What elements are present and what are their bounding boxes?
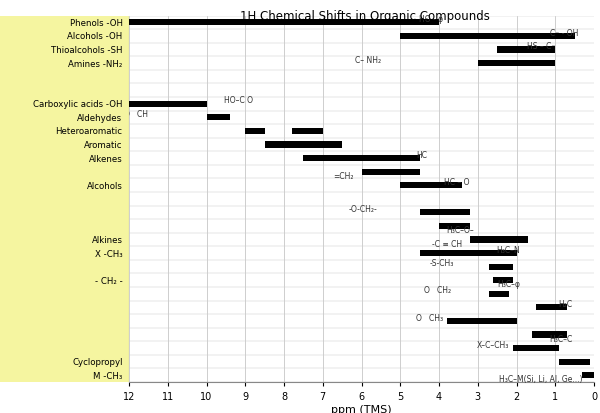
Text: HO–C O: HO–C O bbox=[224, 96, 253, 105]
Text: HC: HC bbox=[416, 150, 427, 159]
Text: Amines -NH₂: Amines -NH₂ bbox=[68, 59, 122, 69]
Text: - CH₂ -: - CH₂ - bbox=[95, 276, 122, 285]
Text: Alkenes: Alkenes bbox=[89, 154, 122, 163]
Text: -S-CH₃: -S-CH₃ bbox=[430, 259, 455, 268]
Text: Alcohols -OH: Alcohols -OH bbox=[67, 32, 122, 41]
Text: HS – C⁻: HS – C⁻ bbox=[527, 42, 555, 51]
Text: HC – O: HC – O bbox=[445, 178, 470, 186]
Text: O   CH₂: O CH₂ bbox=[424, 286, 451, 295]
Text: H₃C–φ: H₃C–φ bbox=[497, 280, 520, 289]
Text: O   CH: O CH bbox=[124, 110, 148, 119]
Text: Aromatic: Aromatic bbox=[84, 141, 122, 150]
Text: X -CH₃: X -CH₃ bbox=[95, 249, 122, 258]
Text: HO - φ: HO - φ bbox=[419, 15, 443, 24]
Text: Carboxylic acids -OH: Carboxylic acids -OH bbox=[33, 100, 122, 109]
Text: -C ≡ CH: -C ≡ CH bbox=[432, 239, 462, 248]
Text: M -CH₃: M -CH₃ bbox=[93, 371, 122, 380]
Text: Phenols -OH: Phenols -OH bbox=[70, 19, 122, 28]
X-axis label: ppm (TMS): ppm (TMS) bbox=[331, 404, 392, 413]
Text: Heteroaromatic: Heteroaromatic bbox=[56, 127, 122, 136]
Text: X–C–CH₃: X–C–CH₃ bbox=[476, 340, 509, 349]
Text: H₃C–C: H₃C–C bbox=[550, 334, 572, 343]
Text: C⁻ - OH: C⁻ - OH bbox=[550, 28, 578, 38]
Text: H₃C–N: H₃C–N bbox=[497, 245, 520, 254]
Text: Cyclopropyl: Cyclopropyl bbox=[72, 357, 122, 366]
Text: -O-CH₂-: -O-CH₂- bbox=[348, 204, 377, 214]
Text: H₃C–O–: H₃C–O– bbox=[446, 225, 474, 235]
Text: 1H Chemical Shifts in Organic Compounds: 1H Chemical Shifts in Organic Compounds bbox=[239, 10, 490, 23]
Text: O   CH₃: O CH₃ bbox=[416, 313, 443, 322]
Text: H₃C–M(Si, Li, Al, Ge...): H₃C–M(Si, Li, Al, Ge...) bbox=[499, 375, 583, 384]
Text: H₂C: H₂C bbox=[559, 299, 572, 308]
Text: C– NH₂: C– NH₂ bbox=[355, 56, 381, 64]
Text: Aldehydes: Aldehydes bbox=[77, 114, 122, 123]
Text: Alkines: Alkines bbox=[92, 235, 122, 244]
Text: =CH₂: =CH₂ bbox=[333, 171, 354, 180]
Text: Thioalcohols -SH: Thioalcohols -SH bbox=[51, 46, 122, 55]
Text: Alcohols: Alcohols bbox=[86, 181, 122, 190]
